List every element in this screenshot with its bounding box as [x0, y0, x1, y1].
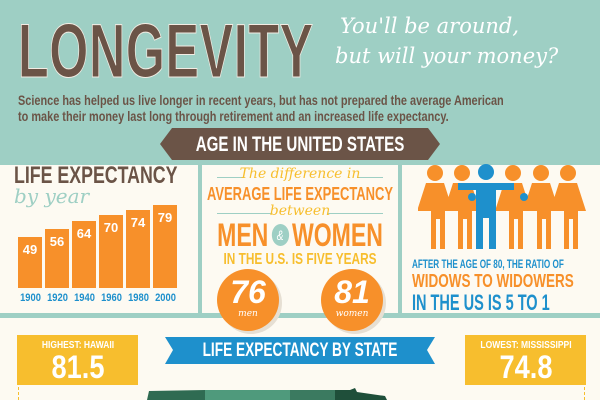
us-map [147, 388, 387, 400]
widows-line-2: WIDOWS TO WIDOWERS [412, 271, 574, 291]
widows-line-3: IN THE US IS 5 TO 1 [412, 290, 550, 315]
bar [153, 205, 177, 288]
widows-line-1: AFTER THE AGE OF 80, THE RATIO OF [412, 257, 564, 271]
bar [126, 210, 150, 288]
lowest-state-box: LOWEST: MISSISSIPPI 74.8 [465, 335, 586, 385]
gender-line-5: IN THE U.S. IS FIVE YEARS [223, 251, 377, 268]
divider [198, 150, 202, 318]
bar [18, 236, 42, 288]
women-text: WOMEN [292, 217, 383, 253]
year-tick-label: 1920 [46, 292, 68, 304]
divider [398, 150, 402, 318]
men-text: MEN [217, 217, 269, 253]
highest-label: HIGHEST: HAWAII [41, 340, 114, 351]
chart-title: LIFE EXPECTANCY [14, 162, 178, 189]
section-banner-text: AGE IN THE UNITED STATES [195, 133, 405, 156]
state-banner: LIFE EXPECTANCY BY STATE [165, 337, 435, 364]
page-title: LONGEVITY [18, 9, 314, 94]
highest-state-box: HIGHEST: HAWAII 81.5 [17, 335, 138, 385]
state-banner-text: LIFE EXPECTANCY BY STATE [202, 340, 398, 361]
women-label: women [335, 309, 369, 319]
bar-value-label: 70 [103, 219, 119, 235]
gender-difference-panel: The difference in AVERAGE LIFE EXPECTANC… [205, 0, 395, 330]
year-tick-label: 1960 [100, 292, 122, 304]
year-tick-label: 1940 [73, 292, 95, 304]
widows-people-icon [418, 164, 586, 249]
gender-line-3: between [269, 203, 331, 219]
year-tick-label: 1900 [19, 292, 41, 304]
dashed-connector [584, 387, 585, 400]
dashed-connector [18, 387, 19, 400]
bar-value-label: 49 [22, 241, 38, 257]
lowest-value: 74.8 [499, 349, 552, 385]
men-circle: 76 men [217, 269, 279, 331]
intro-line-1: Science has helped us live longer in rec… [18, 92, 504, 108]
bar [72, 220, 96, 288]
tagline-line-2: but will your money? [335, 44, 559, 68]
gender-line-1: The difference in [239, 166, 361, 182]
chart-subtitle: by year [14, 184, 90, 208]
women-circle: 81 women [321, 269, 383, 331]
men-label: men [238, 309, 258, 319]
gender-line-2: AVERAGE LIFE EXPECTANCY [206, 184, 394, 204]
bar-value-label: 56 [49, 234, 65, 250]
women-value: 81 [334, 274, 370, 310]
bar-value-label: 64 [76, 225, 92, 241]
men-value: 76 [230, 274, 266, 310]
men-women-row: MEN & WOMEN [217, 219, 383, 251]
bar-value-label: 74 [130, 215, 146, 231]
ampersand-badge: & [271, 224, 289, 246]
intro-text: Science has helped us live longer in rec… [18, 92, 504, 124]
section-banner: AGE IN THE UNITED STATES [160, 128, 440, 160]
lowest-label: LOWEST: MISSISSIPPI [479, 340, 572, 351]
bar-value-label: 79 [157, 210, 173, 226]
intro-line-2: to make their money last long through re… [18, 108, 449, 124]
bar [99, 214, 123, 288]
highest-value: 81.5 [51, 349, 104, 385]
bar-chart: 49 1900 56 1920 64 1940 70 1960 74 1980 79 2000 [18, 190, 178, 310]
year-tick-label: 1980 [127, 292, 149, 304]
year-tick-label: 2000 [154, 292, 176, 304]
bar [45, 229, 69, 288]
tagline-line-1: You'll be around, [340, 14, 520, 38]
